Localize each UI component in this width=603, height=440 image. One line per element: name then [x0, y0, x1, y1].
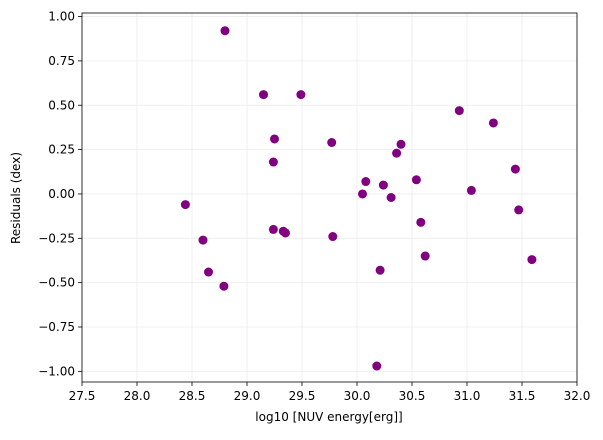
point [416, 217, 426, 227]
y-tick-label: −0.50 [38, 276, 75, 290]
x-tick-label: 29.0 [234, 389, 261, 403]
point [270, 134, 279, 144]
x-tick-label: 27.5 [69, 389, 96, 403]
point [527, 255, 537, 265]
point [375, 265, 385, 275]
x-tick-label: 31.0 [454, 389, 481, 403]
x-tick-label: 28.0 [124, 389, 151, 403]
x-tick-label: 32.0 [564, 389, 591, 403]
point [328, 232, 338, 242]
point [454, 106, 464, 116]
point [296, 90, 306, 100]
y-tick-label: 1.00 [48, 10, 75, 24]
point [198, 235, 208, 245]
point [281, 228, 290, 238]
point [420, 251, 430, 261]
point [488, 118, 498, 128]
point [372, 361, 382, 371]
point [361, 177, 371, 187]
y-tick-label: −1.00 [38, 364, 75, 378]
point [378, 180, 388, 190]
point [386, 193, 396, 202]
point [514, 205, 524, 215]
point [219, 281, 229, 291]
plot-frame [81, 12, 578, 383]
y-tick-label: 0.50 [48, 98, 75, 112]
point [411, 175, 421, 185]
point [466, 185, 476, 195]
x-tick-label: 30.0 [344, 389, 371, 403]
y-tick-label: 0.00 [48, 187, 75, 201]
y-axis-label: Residuals (dex) [9, 152, 23, 244]
x-tick-label: 31.5 [509, 389, 536, 403]
y-tick-label: 0.75 [48, 54, 75, 68]
point [358, 189, 367, 199]
point [180, 200, 190, 210]
point [268, 157, 278, 167]
point [220, 26, 230, 36]
x-axis-label: log10 [NUV energy[erg]] [255, 410, 402, 424]
point [392, 148, 402, 158]
point [327, 138, 337, 148]
point [510, 164, 520, 174]
point [204, 267, 213, 277]
point [268, 224, 278, 234]
x-tick-label: 29.5 [289, 389, 316, 403]
y-tick-label: 0.25 [48, 143, 75, 157]
x-tick-label: 28.5 [179, 389, 206, 403]
point [396, 139, 406, 149]
point [259, 90, 268, 100]
x-tick-label: 30.5 [399, 389, 426, 403]
y-tick-label: −0.75 [38, 320, 75, 334]
y-tick-label: −0.25 [38, 231, 75, 245]
